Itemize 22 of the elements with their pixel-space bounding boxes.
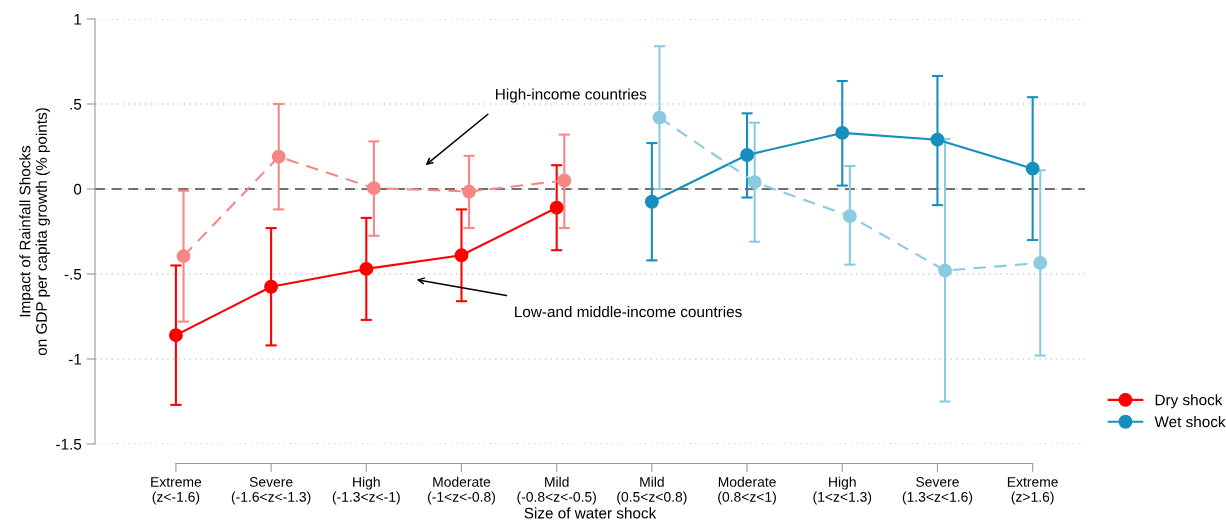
y-tick-label: 0 <box>73 183 82 195</box>
y-tick-label: -1.5 <box>56 439 82 450</box>
y-tick-label: -.5 <box>64 269 82 280</box>
y-tick-label: .5 <box>70 99 82 110</box>
annotation: High-income countries <box>496 88 647 103</box>
x-tick-label: Mild (0.5<z<0.8) <box>617 476 687 505</box>
x-tick-label: Severe (-1.6<z<-1.3) <box>231 477 311 505</box>
x-axis-title: Size of water shock <box>524 507 657 519</box>
y-axis-title: Impact of Rainfall Shocks on GDP per capita growth (% points) <box>19 108 50 356</box>
y-tick-label: -1 <box>68 354 82 365</box>
x-tick-label: Moderate (-1<z<-0.8) <box>428 476 495 505</box>
x-tick-label: Extreme (z>1.6) <box>1007 477 1058 505</box>
legend-label: Wet shock <box>1154 416 1226 428</box>
x-tick-label: Severe (1.3<z<1.6) <box>902 477 973 505</box>
legend-label: Dry shock <box>1155 394 1223 409</box>
x-tick-label: Extreme (z<-1.6) <box>151 477 202 505</box>
x-tick-label: Mild (-0.8<z<-0.5) <box>517 476 596 505</box>
annotation: Low-and middle-income countries <box>515 305 742 318</box>
x-tick-label: High (1<z<1.3) <box>813 476 872 505</box>
x-tick-label: Moderate (0.8<z<1) <box>718 476 776 505</box>
x-tick-label: High (-1.3<z<-1) <box>332 476 400 505</box>
y-tick-label: 1 <box>74 14 82 25</box>
